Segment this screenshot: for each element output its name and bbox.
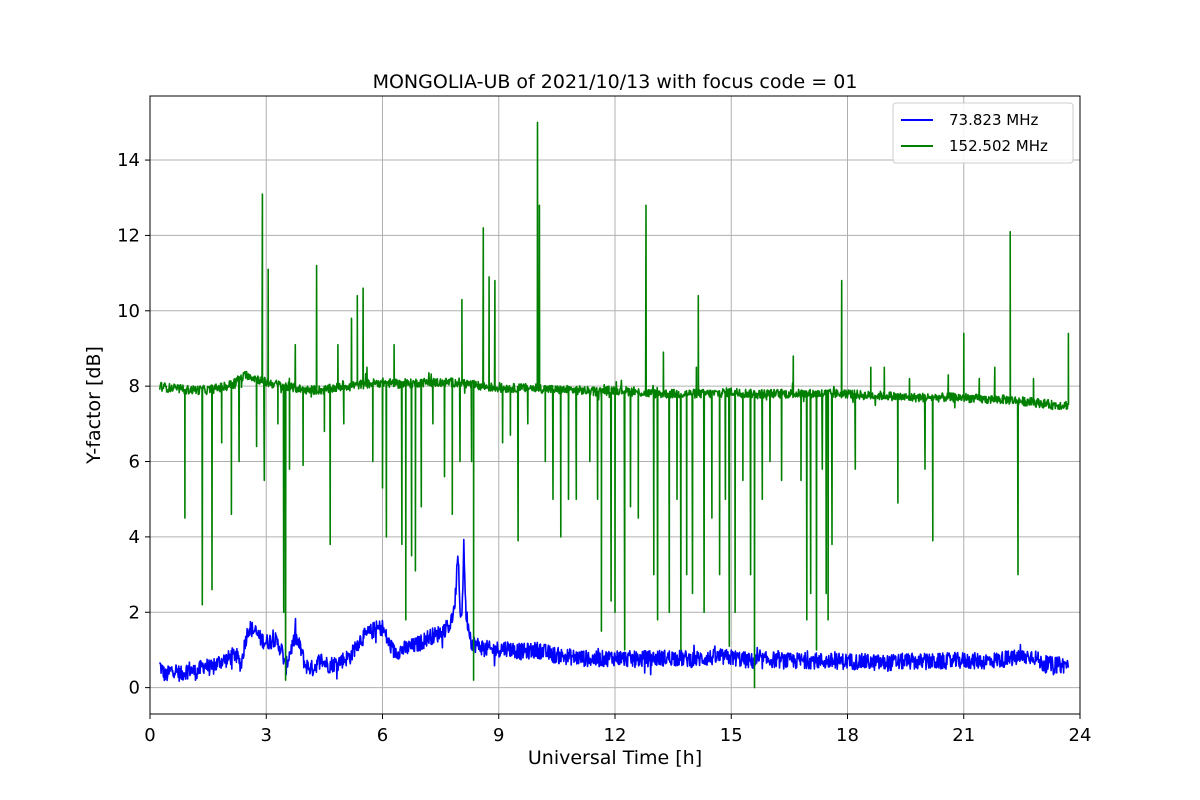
x-tick-label: 24 [1069, 725, 1092, 746]
legend-box [892, 102, 1074, 164]
x-tick-label: 9 [493, 725, 504, 746]
x-tick-label: 0 [144, 725, 155, 746]
x-tick-label: 15 [720, 725, 743, 746]
legend-entry: 73.823 MHz [949, 111, 1038, 129]
y-axis: 0 2 4 6 8 10 12 14 [117, 150, 150, 699]
series-line-1 [158, 121, 1070, 689]
y-tick-label: 8 [129, 376, 140, 397]
y-tick-label: 10 [117, 301, 140, 322]
x-tick-label: 3 [261, 725, 272, 746]
x-tick-label: 12 [604, 725, 627, 746]
x-tick-label: 18 [836, 725, 859, 746]
y-tick-label: 2 [129, 602, 140, 623]
plot-area [158, 121, 1070, 689]
y-tick-label: 12 [117, 225, 140, 246]
y-axis-label: Y-factor [dB] [83, 346, 105, 465]
y-tick-label: 6 [129, 452, 140, 473]
y-tick-label: 0 [129, 678, 140, 699]
legend-entry: 152.502 MHz [949, 137, 1048, 155]
legend: 73.823 MHz 152.502 MHz [892, 102, 1074, 164]
x-tick-label: 21 [952, 725, 975, 746]
x-axis-label: Universal Time [h] [528, 747, 702, 769]
y-tick-label: 4 [129, 527, 140, 548]
y-tick-label: 14 [117, 150, 140, 171]
series-line-0 [158, 538, 1070, 682]
chart-title: MONGOLIA-UB of 2021/10/13 with focus cod… [373, 71, 858, 93]
x-axis: 0 3 6 9 12 15 18 21 24 [144, 714, 1091, 746]
series-layer [158, 121, 1070, 689]
x-tick-label: 6 [377, 725, 388, 746]
